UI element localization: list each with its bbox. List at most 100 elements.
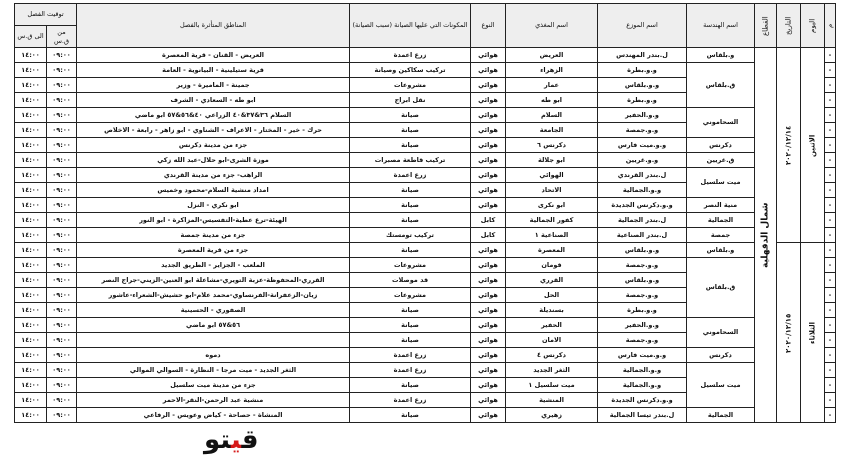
- distributor-cell: و.و.الجمالية: [597, 182, 688, 198]
- table-row: - ق.بلقاس و.و.جمصة قومان هوائي مشروعات الملعب …: [13, 257, 837, 318]
- feeder-cell: الحل: [505, 287, 599, 303]
- time-to-cell: ١٤:٠٠: [13, 167, 48, 183]
- feeder-cell: الثغر الجديد: [505, 362, 599, 378]
- work-cell: مشروعات: [349, 257, 472, 273]
- time-to-cell: ١٤:٠٠: [13, 47, 48, 63]
- areas-cell: منشية عبد الرحمن-النقر-الاحمر: [76, 392, 351, 408]
- areas-cell: امداد منشية السلام-محمود وخميس: [76, 182, 351, 198]
- row-num: -: [824, 257, 837, 273]
- time-from-cell: ٠٩:٠٠: [46, 377, 78, 393]
- work-cell: صيانة: [349, 122, 472, 138]
- row-num: -: [824, 122, 837, 138]
- engineering-cell: دكرنس: [686, 347, 756, 363]
- time-from-cell: ٠٩:٠٠: [46, 227, 78, 243]
- header-distributor: اسم الموزع: [597, 3, 688, 48]
- distributor-cell: و.و.جمصة: [597, 122, 688, 138]
- row-num: -: [824, 92, 837, 108]
- type-cell: هوائي: [470, 107, 507, 123]
- areas-cell: جمينة - الماميرة - وزير: [76, 77, 351, 93]
- time-to-cell: ١٤:٠٠: [13, 287, 48, 303]
- outage-schedule: م اليوم التاريخ القطاع اسم الهندسة اسم ا…: [13, 0, 837, 455]
- header-from: من ق.س: [46, 25, 78, 48]
- engineering-cell: و.بلقاس: [686, 47, 756, 63]
- areas-cell: الراهب- جزء من مدينة القرندي: [76, 167, 351, 183]
- time-to-cell: ١٤:٠٠: [13, 122, 48, 138]
- areas-cell: [76, 332, 351, 348]
- engineering-cell: دكرنس: [686, 137, 756, 153]
- work-cell: صيانة: [349, 317, 472, 333]
- header-engineering: اسم الهندسة: [686, 3, 756, 48]
- feeder-cell: الجامعة: [505, 122, 599, 138]
- engineering-cell: ق.بلقاس: [686, 62, 756, 108]
- table-row: - السحاموني و.و.الحفير الحفير هوائي صيانة ٥٦&٥…: [13, 317, 837, 348]
- table-row: - منية النصر و.و.دكرنس الجديدة ابو نكرى هوائ…: [13, 197, 837, 213]
- header-to: الى ق.س: [13, 25, 48, 48]
- type-cell: كابل: [470, 212, 507, 228]
- row-num: -: [824, 272, 837, 288]
- time-to-cell: ١٤:٠٠: [13, 212, 48, 228]
- time-from-cell: ٠٩:٠٠: [46, 212, 78, 228]
- distributor-cell: و.و.جمصة: [597, 332, 688, 348]
- time-to-cell: ١٤:٠٠: [13, 362, 48, 378]
- feeder-cell: ميت سلسيل ١: [505, 377, 599, 393]
- row-num: -: [824, 227, 837, 243]
- watermark-logo: قيتو: [204, 425, 261, 455]
- distributor-cell: ل.بندر الجمالية: [597, 212, 688, 228]
- engineering-cell: ميت سلسيل: [686, 362, 756, 408]
- time-from-cell: ٠٩:٠٠: [46, 107, 78, 123]
- type-cell: هوائي: [470, 137, 507, 153]
- row-num: -: [824, 107, 837, 123]
- work-cell: زرع اعمدة: [349, 47, 472, 63]
- time-from-cell: ٠٩:٠٠: [46, 362, 78, 378]
- areas-cell: الصفوري - الحسينية: [76, 302, 351, 318]
- type-cell: هوائي: [470, 197, 507, 213]
- row-num: -: [824, 287, 837, 303]
- row-num: -: [824, 407, 837, 423]
- row-num: -: [824, 182, 837, 198]
- table-row: - الاثنين ٢٠٢٠/١٢/١٤ شمال الدقهلية و.بلقاس ل.…: [13, 47, 837, 423]
- areas-cell: السلام ٣٦&٣٧&٤٠ الزراعي ٤٠&٥٦&٥٧ ابو ماض…: [76, 107, 351, 123]
- day-cell: الثلاثاء: [800, 242, 825, 423]
- sector-cell: شمال الدقهلية: [754, 47, 777, 423]
- row-num: -: [824, 77, 837, 93]
- feeder-cell: دكرنس ٤: [505, 347, 599, 363]
- feeder-cell: زهيري: [505, 407, 599, 423]
- distributor-cell: و.و.الحفير: [597, 107, 688, 123]
- time-from-cell: ٠٩:٠٠: [46, 347, 78, 363]
- feeder-cell: ابو جلالة: [505, 152, 599, 168]
- table-row: - السحاموني و.و.الحفير السلام هوائي صيانة السل…: [13, 107, 837, 138]
- areas-cell: جزء من مدينة جمصة: [76, 227, 351, 243]
- feeder-cell: بسنديلة: [505, 302, 599, 318]
- areas-cell: حرك - خير - المختار - الاعراف - الشناوي …: [76, 122, 351, 138]
- distributor-cell: و.و.دكرنس الجديدة: [597, 392, 688, 408]
- distributor-cell: و.و.بلقاس: [597, 77, 688, 93]
- type-cell: هوائي: [470, 77, 507, 93]
- type-cell: هوائي: [470, 392, 507, 408]
- work-cell: زرع اعمدة: [349, 347, 472, 363]
- time-to-cell: ١٤:٠٠: [13, 392, 48, 408]
- time-to-cell: ١٤:٠٠: [13, 257, 48, 273]
- distributor-cell: و.و.بلقاس: [597, 272, 688, 288]
- distributor-cell: و.و.بطرة: [597, 62, 688, 78]
- time-to-cell: ١٤:٠٠: [13, 332, 48, 348]
- table-row: - ميت سلسيل و.و.الجمالية الثغر الجديد هوائي ز…: [13, 362, 837, 408]
- areas-cell: جزء من قرية المعصرة: [76, 242, 351, 258]
- row-num: -: [824, 242, 837, 258]
- work-cell: صيانة: [349, 302, 472, 318]
- row-num: -: [824, 167, 837, 183]
- areas-cell: جزء من مدينة ميت سلسيل: [76, 377, 351, 393]
- row-num: -: [824, 332, 837, 348]
- row-num: -: [824, 212, 837, 228]
- type-cell: هوائي: [470, 332, 507, 348]
- feeder-cell: الزهراء: [505, 62, 599, 78]
- engineering-cell: و.بلقاس: [686, 242, 756, 258]
- time-to-cell: ١٤:٠٠: [13, 242, 48, 258]
- time-from-cell: ٠٩:٠٠: [46, 287, 78, 303]
- feeder-cell: عمار: [505, 77, 599, 93]
- time-from-cell: ٠٩:٠٠: [46, 47, 78, 63]
- header-areas: المناطق المتأثرة بالفصل: [76, 3, 351, 48]
- row-num: -: [824, 197, 837, 213]
- work-cell: صيانة: [349, 107, 472, 123]
- type-cell: هوائي: [470, 362, 507, 378]
- time-from-cell: ٠٩:٠٠: [46, 167, 78, 183]
